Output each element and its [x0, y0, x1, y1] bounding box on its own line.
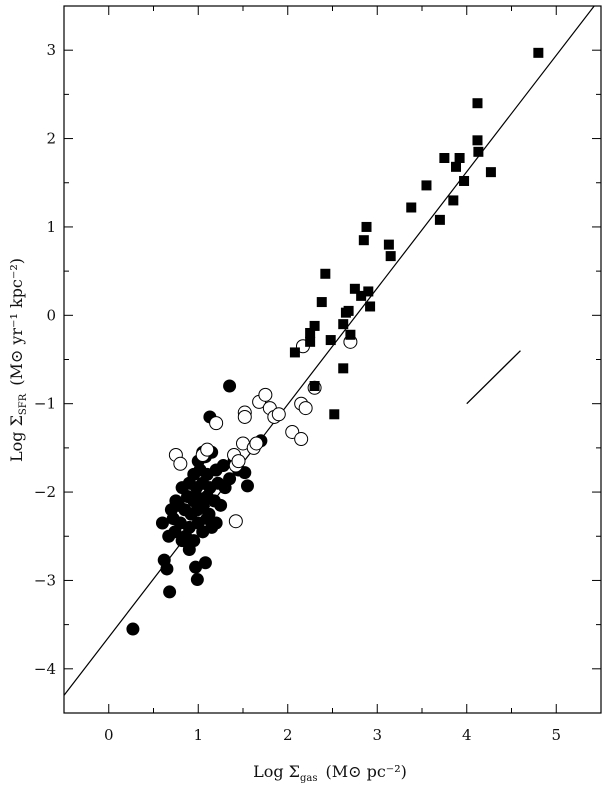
filled-circle-point	[187, 534, 201, 548]
filled-circle-point	[209, 516, 223, 530]
x-tick-labels: 0 1 2 3 4 5	[104, 726, 561, 744]
y-axis-label-prefix: Log Σ	[7, 415, 26, 462]
filled-square-point	[343, 305, 354, 316]
filled-square-point	[363, 286, 374, 297]
filled-square-point	[459, 175, 470, 186]
chart-lines	[64, 6, 595, 696]
filled-circle-point	[202, 507, 216, 521]
x-axis-label: Log Σgas (M⊙ pc⁻²)	[253, 762, 407, 784]
x-tick-label: 5	[551, 726, 561, 744]
open-circle-point	[271, 407, 286, 422]
filled-square-point	[361, 221, 372, 232]
fit-line	[64, 6, 595, 696]
filled-circle-point	[190, 573, 204, 587]
filled-square-point	[356, 290, 367, 301]
open-circle-point	[237, 409, 252, 424]
filled-square-point	[473, 146, 484, 157]
data-points	[126, 47, 544, 636]
open-circle-point	[249, 436, 264, 451]
filled-square-point	[305, 336, 316, 347]
x-tick-label: 0	[104, 726, 114, 744]
filled-square-point	[329, 409, 340, 420]
filled-square-point	[309, 320, 320, 331]
filled-square-point	[472, 98, 483, 109]
filled-square-point	[485, 167, 496, 178]
axis-ticks	[63, 5, 602, 714]
open-circle-point	[173, 456, 188, 471]
slope-indicator-segment	[466, 350, 521, 405]
y-tick-label: 3	[46, 41, 56, 59]
x-tick-label: 1	[193, 726, 203, 744]
open-circle-point	[200, 442, 215, 457]
filled-square-point	[289, 347, 300, 358]
filled-square-point	[338, 319, 349, 330]
open-circle-point	[231, 454, 246, 469]
y-tick-label: 1	[46, 218, 56, 236]
y-tick-labels: −4 −3 −2 −1 0 1 2 3	[34, 41, 56, 678]
filled-square-point	[439, 153, 450, 164]
filled-circle-point	[189, 489, 203, 503]
filled-square-point	[305, 327, 316, 338]
filled-square-point	[448, 195, 459, 206]
filled-square-point	[454, 153, 465, 164]
open-circle-point	[228, 514, 243, 529]
filled-square-point	[358, 235, 369, 246]
y-tick-label: −2	[34, 483, 56, 501]
x-tick-label: 2	[283, 726, 293, 744]
y-axis-label-sub: SFR	[18, 393, 29, 415]
filled-circle-point	[169, 494, 183, 508]
filled-circle-point	[216, 459, 230, 473]
filled-circle-point	[189, 560, 203, 574]
filled-circle-point	[155, 516, 169, 530]
y-tick-label: −4	[34, 660, 56, 678]
open-circle-point	[294, 432, 309, 447]
filled-square-point	[533, 47, 544, 58]
filled-square-point	[345, 329, 356, 340]
filled-circle-point	[223, 472, 237, 486]
filled-square-point	[421, 180, 432, 191]
y-axis-label: Log ΣSFR (M⊙ yr⁻¹ kpc⁻²)	[7, 258, 29, 462]
y-tick-label: 0	[46, 306, 56, 324]
filled-circle-point	[162, 529, 176, 543]
x-axis-label-units: (M⊙ pc⁻²)	[325, 762, 406, 781]
filled-square-point	[338, 363, 349, 374]
filled-circle-point	[214, 498, 228, 512]
y-tick-label: −1	[34, 395, 56, 413]
filled-square-point	[325, 335, 336, 346]
filled-square-point	[309, 381, 320, 392]
x-axis-label-sub: gas	[300, 773, 318, 784]
plot-frame	[63, 5, 602, 714]
filled-square-point	[385, 251, 396, 262]
filled-square-point	[406, 202, 417, 213]
open-circle-point	[258, 387, 273, 402]
filled-circle-point	[198, 556, 212, 570]
filled-circle-point	[163, 585, 177, 599]
filled-square-point	[472, 135, 483, 146]
y-tick-label: −3	[34, 571, 56, 589]
filled-circle-point	[160, 562, 174, 576]
filled-square-point	[320, 268, 331, 279]
filled-circle-point	[126, 622, 140, 636]
filled-square-point	[365, 301, 376, 312]
open-circle-point	[209, 416, 224, 431]
open-circle-point	[298, 401, 313, 416]
filled-square-point	[349, 283, 360, 294]
filled-square-point	[383, 239, 394, 250]
x-tick-label: 3	[372, 726, 382, 744]
filled-circle-point	[223, 379, 237, 393]
filled-square-point	[316, 297, 327, 308]
filled-square-point	[451, 161, 462, 172]
filled-square-point	[434, 214, 445, 225]
filled-circle-point	[240, 479, 254, 493]
y-axis-label-units: (M⊙ yr⁻¹ kpc⁻²)	[7, 258, 26, 386]
y-tick-label: 2	[46, 130, 56, 148]
x-axis-label-prefix: Log Σ	[253, 762, 300, 781]
x-tick-label: 4	[462, 726, 472, 744]
